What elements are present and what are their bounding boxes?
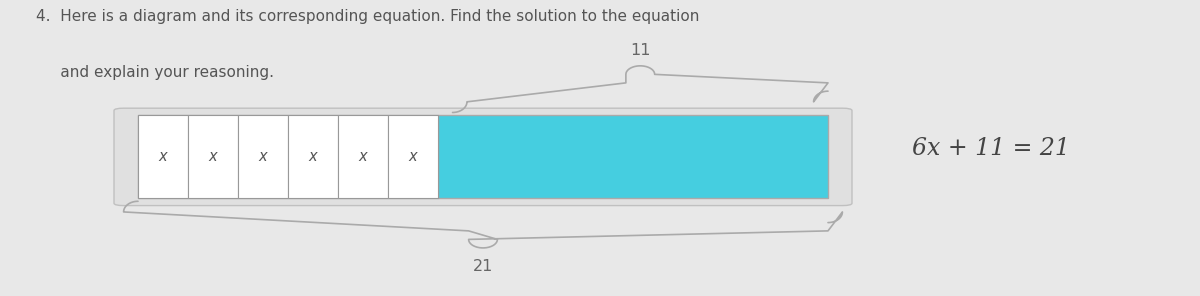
FancyBboxPatch shape [114, 108, 852, 206]
Bar [438, 115, 828, 198]
Text: 6x + 11 = 21: 6x + 11 = 21 [912, 136, 1070, 160]
Text: x: x [359, 149, 367, 164]
Text: x: x [259, 149, 268, 164]
Bar [338, 115, 388, 198]
Bar [138, 115, 438, 198]
Bar [388, 115, 438, 198]
Text: 11: 11 [630, 43, 650, 58]
Bar [188, 115, 238, 198]
Text: 4.  Here is a diagram and its corresponding equation. Find the solution to the e: 4. Here is a diagram and its correspondi… [36, 9, 700, 24]
Text: x: x [409, 149, 418, 164]
Bar [288, 115, 338, 198]
Bar [238, 115, 288, 198]
Bar [138, 115, 188, 198]
Text: 21: 21 [473, 259, 493, 274]
Text: x: x [158, 149, 167, 164]
Text: and explain your reasoning.: and explain your reasoning. [36, 65, 274, 80]
Text: x: x [209, 149, 217, 164]
Text: x: x [308, 149, 318, 164]
